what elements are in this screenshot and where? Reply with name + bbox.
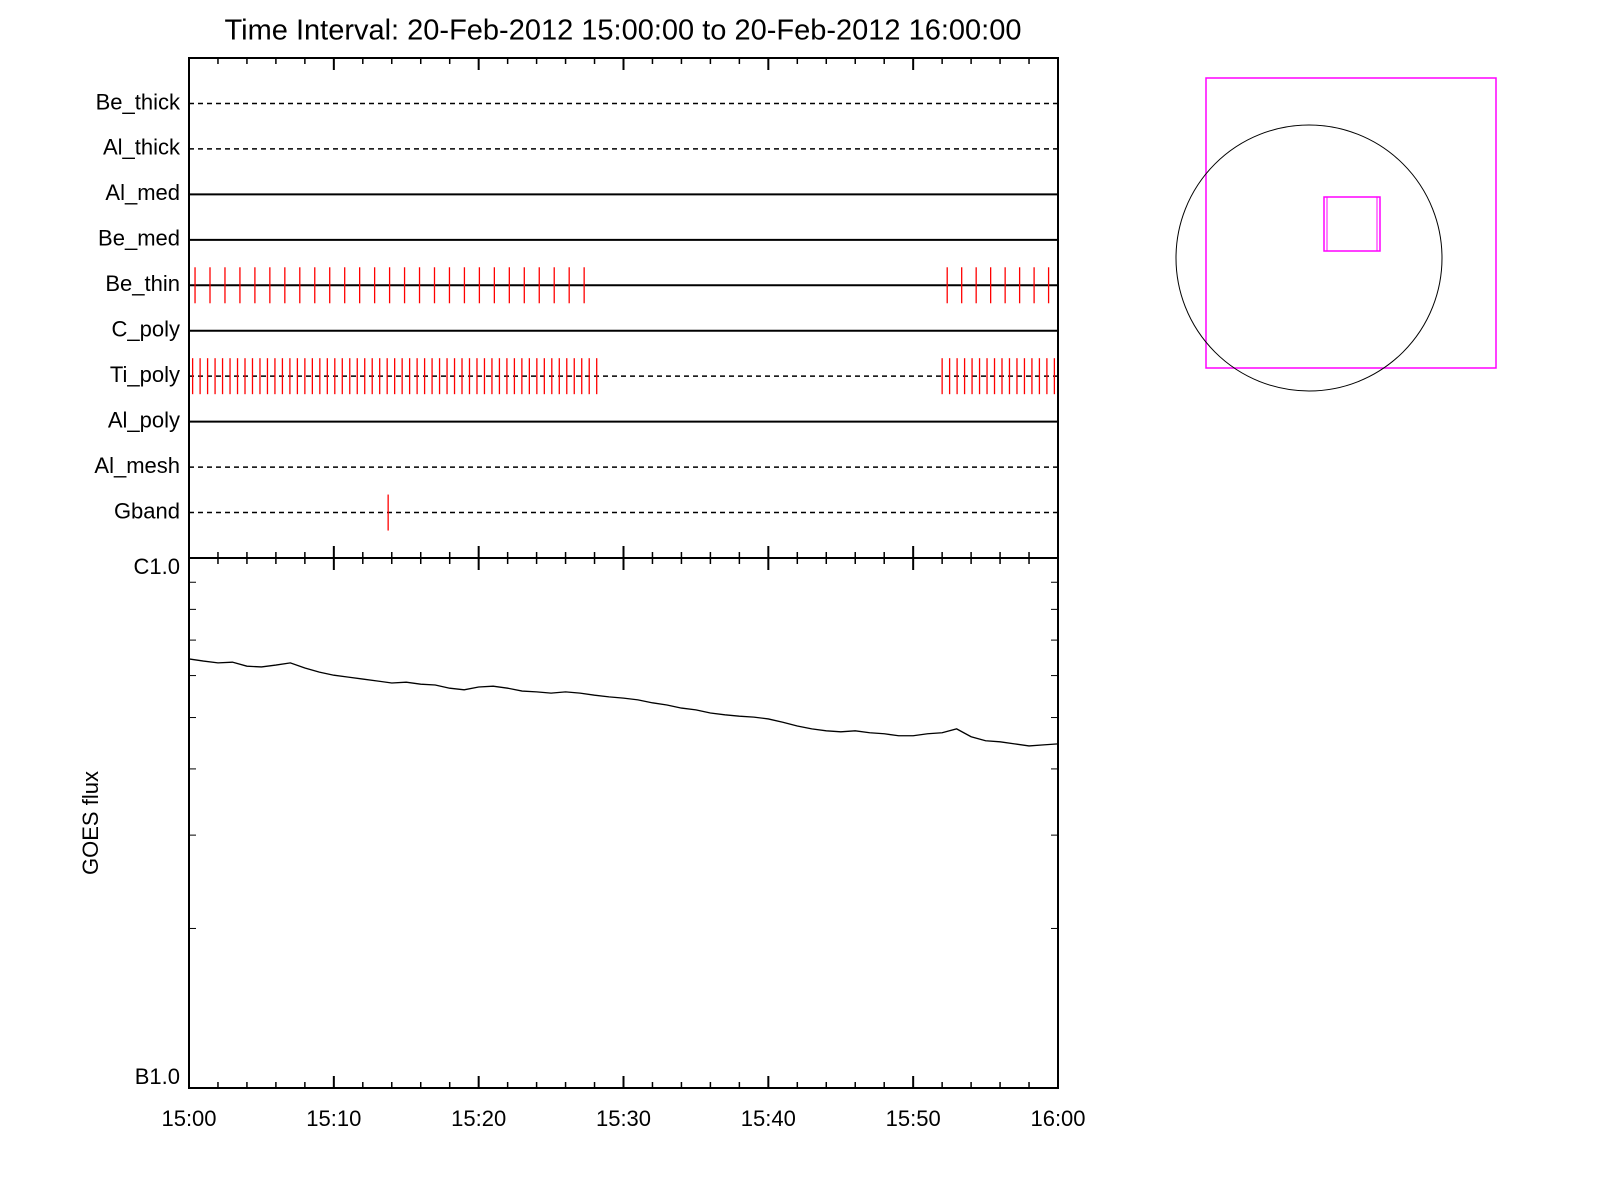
row-label: C_poly — [112, 317, 180, 342]
fov-box — [1326, 196, 1378, 252]
fov-box — [1323, 196, 1381, 252]
x-tick-label: 15:20 — [451, 1106, 506, 1131]
x-tick-label: 15:00 — [161, 1106, 216, 1131]
flux-line — [188, 658, 1059, 747]
row-label: Be_thin — [105, 271, 180, 296]
row-label: Al_thick — [103, 135, 181, 160]
row-label: Al_med — [105, 180, 180, 205]
row-label: Be_thick — [96, 89, 181, 114]
x-tick-label: 15:30 — [596, 1106, 651, 1131]
y-tick-label: C1.0 — [134, 554, 180, 579]
flux-frame — [188, 557, 1059, 1089]
y-tick-label: B1.0 — [135, 1064, 180, 1089]
row-label: Ti_poly — [110, 362, 180, 387]
timeline-frame — [188, 57, 1059, 559]
x-tick-label: 15:50 — [886, 1106, 941, 1131]
field-of-view-map — [1175, 77, 1497, 392]
chart-title: Time Interval: 20-Feb-2012 15:00:00 to 2… — [225, 15, 1022, 47]
x-tick-label: 15:10 — [306, 1106, 361, 1131]
x-tick-label: 16:00 — [1030, 1106, 1085, 1131]
row-label: Gband — [114, 498, 180, 523]
row-label: Al_mesh — [94, 453, 180, 478]
row-label: Be_med — [98, 226, 180, 251]
map-frame — [1205, 77, 1497, 369]
y-axis-label: GOES flux — [78, 771, 103, 875]
solar-disk — [1175, 124, 1443, 392]
x-tick-label: 15:40 — [741, 1106, 796, 1131]
row-label: Al_poly — [108, 407, 180, 432]
